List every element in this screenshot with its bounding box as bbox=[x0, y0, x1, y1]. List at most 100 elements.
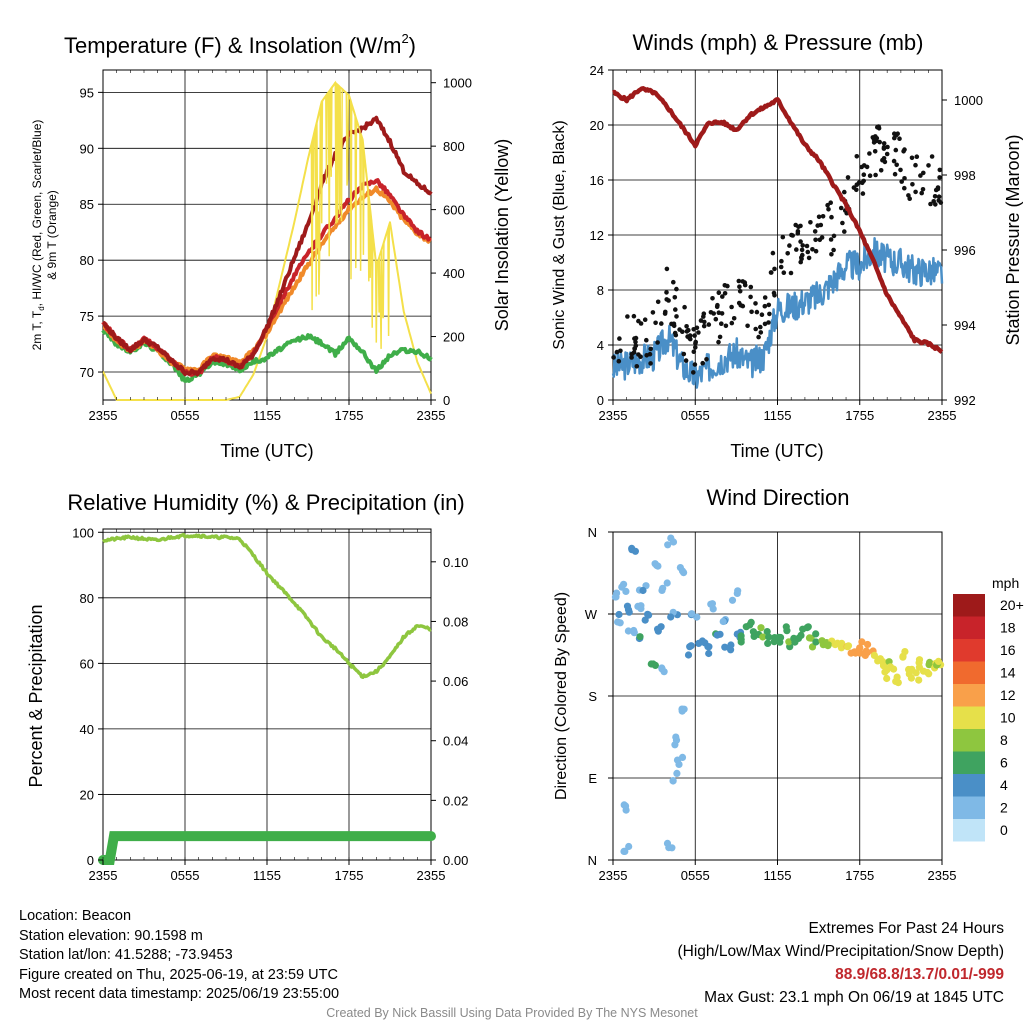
direction-point bbox=[630, 629, 638, 637]
gust-point bbox=[729, 304, 734, 310]
direction-y-ticks: N W S E N bbox=[585, 525, 613, 868]
gust-point bbox=[789, 232, 794, 238]
y-tick-label: 85 bbox=[80, 197, 94, 212]
humidity-title: Relative Humidity (%) & Precipitation (i… bbox=[67, 490, 464, 515]
gust-point bbox=[780, 234, 786, 240]
gust-point bbox=[648, 346, 653, 352]
gust-point bbox=[673, 307, 678, 312]
gust-point bbox=[813, 237, 818, 243]
gust-point bbox=[729, 320, 735, 326]
gust-point bbox=[704, 357, 709, 362]
gust-point bbox=[762, 295, 768, 300]
direction-point bbox=[864, 640, 872, 649]
pressure-y2-label: Station Pressure (Maroon) bbox=[1003, 134, 1023, 345]
gust-point bbox=[881, 156, 887, 161]
humidity-x-ticks: 2355 0555 1155 1755 2355 bbox=[89, 529, 445, 883]
gust-point bbox=[693, 340, 698, 346]
gust-point bbox=[854, 154, 860, 159]
gust-point bbox=[691, 370, 696, 375]
direction-point bbox=[673, 769, 681, 778]
gust-point bbox=[785, 251, 790, 256]
gust-point bbox=[828, 200, 833, 205]
colorbar-swatch bbox=[953, 684, 985, 707]
gust-point bbox=[674, 314, 679, 319]
gust-point bbox=[921, 170, 926, 176]
direction-point bbox=[654, 562, 662, 570]
gust-point bbox=[932, 194, 938, 199]
direction-point bbox=[919, 667, 928, 675]
direction-point bbox=[705, 643, 713, 651]
series-station-pressure bbox=[611, 86, 944, 354]
direction-point bbox=[678, 705, 686, 713]
direction-point bbox=[737, 638, 745, 646]
gust-point bbox=[725, 283, 730, 289]
colorbar-label: 2 bbox=[1000, 800, 1008, 816]
gust-point bbox=[840, 220, 845, 226]
direction-point bbox=[641, 616, 649, 624]
gust-point bbox=[716, 290, 722, 296]
extremes-legend: (High/Low/Max Wind/Precipitation/Snow De… bbox=[677, 943, 1005, 960]
y2-tick-label: 0.10 bbox=[443, 555, 468, 570]
gust-point bbox=[716, 339, 721, 345]
gust-point bbox=[753, 301, 758, 306]
direction-point bbox=[907, 674, 916, 682]
gust-point bbox=[737, 284, 742, 290]
winds-series bbox=[611, 86, 944, 389]
y-tick-label: 100 bbox=[72, 525, 94, 540]
gust-point bbox=[825, 202, 830, 208]
x-tick-label: 0555 bbox=[681, 868, 710, 883]
gust-point bbox=[781, 270, 787, 276]
winds-x-label: Time (UTC) bbox=[730, 441, 823, 461]
gust-point bbox=[772, 266, 777, 272]
x-tick-label: 1155 bbox=[253, 868, 281, 883]
gust-point bbox=[717, 334, 723, 340]
direction-point bbox=[797, 631, 805, 640]
gust-point bbox=[860, 191, 866, 196]
gust-point bbox=[861, 172, 867, 177]
direction-point bbox=[639, 586, 647, 595]
direction-point bbox=[782, 623, 790, 631]
gust-point bbox=[653, 320, 658, 326]
gust-point bbox=[629, 355, 634, 360]
gust-point bbox=[901, 149, 906, 154]
colorbar-swatch bbox=[953, 819, 985, 842]
direction-point bbox=[637, 602, 645, 610]
gust-point bbox=[873, 172, 878, 178]
y-tick-label: 60 bbox=[80, 656, 94, 671]
direction-point bbox=[651, 661, 660, 670]
max-gust-text: Max Gust: 23.1 mph On 06/19 at 1845 UTC bbox=[704, 989, 1004, 1006]
colorbar-title: mph bbox=[992, 575, 1019, 591]
gust-point bbox=[748, 284, 754, 290]
colorbar-label: 16 bbox=[1000, 642, 1016, 658]
direction-point bbox=[623, 602, 632, 610]
colorbar-label: 6 bbox=[1000, 755, 1008, 771]
gust-point bbox=[926, 163, 931, 168]
gust-point bbox=[672, 330, 678, 336]
direction-point bbox=[777, 633, 785, 642]
gust-point bbox=[683, 358, 689, 363]
direction-point bbox=[688, 610, 696, 618]
gust-point bbox=[831, 247, 836, 253]
y-tick-label: N bbox=[588, 853, 597, 868]
x-tick-label: 1155 bbox=[764, 868, 792, 883]
colorbar-swatch bbox=[953, 706, 985, 729]
colorbar-label: 20+ bbox=[1000, 597, 1024, 613]
gust-point bbox=[708, 310, 714, 315]
direction-point bbox=[620, 580, 628, 588]
direction-point bbox=[669, 538, 678, 546]
x-tick-label: 0555 bbox=[171, 868, 200, 883]
direction-point bbox=[678, 567, 687, 575]
direction-point bbox=[675, 760, 683, 769]
gust-point bbox=[907, 196, 912, 201]
y2-tick-label: 998 bbox=[954, 168, 976, 183]
series-hi-wc bbox=[102, 115, 433, 377]
direction-point bbox=[684, 651, 693, 659]
gust-point bbox=[768, 270, 774, 275]
x-tick-label: 1155 bbox=[253, 408, 281, 423]
y2-tick-label: 0.00 bbox=[443, 853, 468, 868]
gust-point bbox=[928, 201, 933, 207]
gust-point bbox=[710, 296, 715, 301]
direction-point bbox=[791, 638, 799, 646]
x-tick-label: 1155 bbox=[764, 408, 792, 423]
